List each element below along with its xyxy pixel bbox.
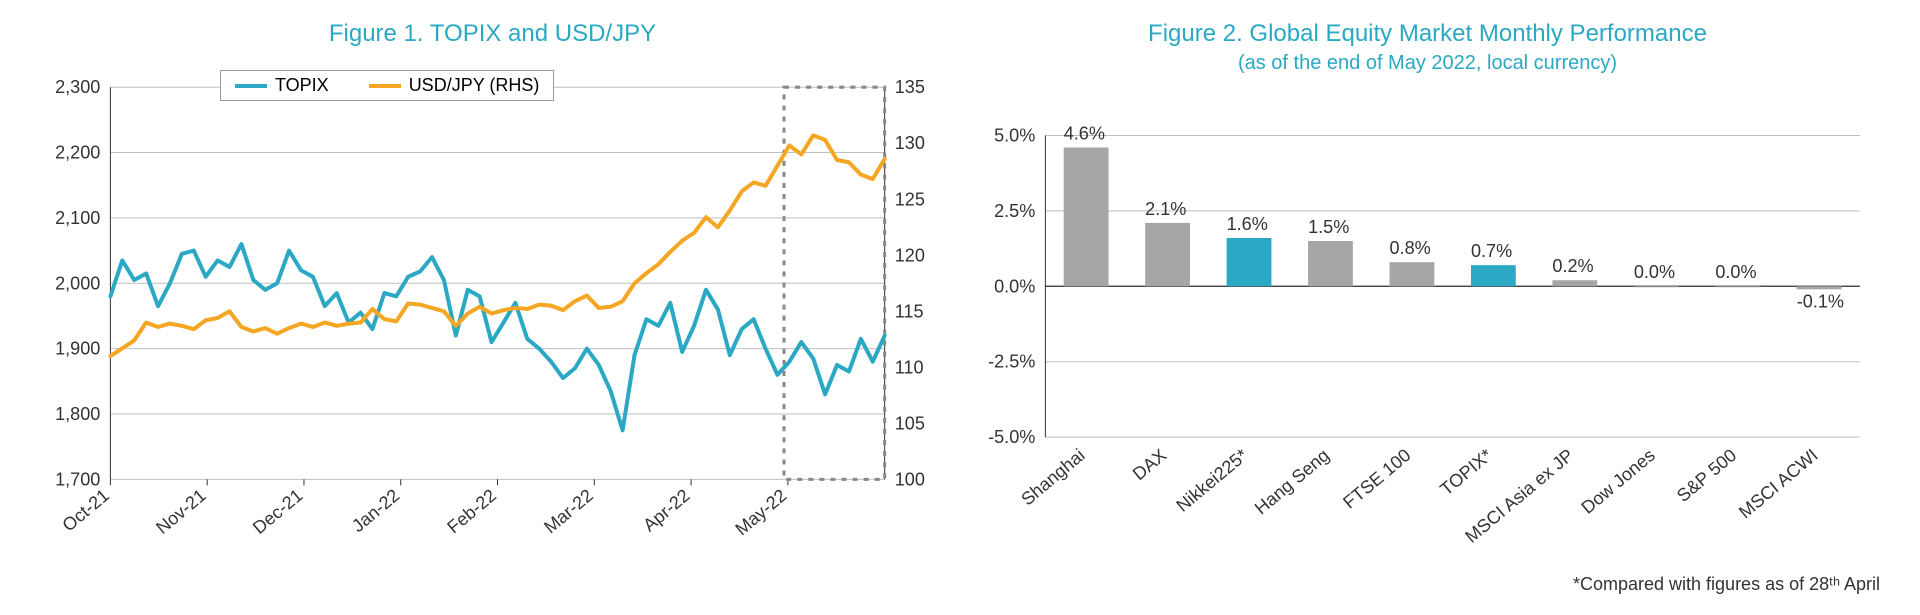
svg-text:Jan-22: Jan-22 xyxy=(348,485,403,536)
svg-text:S&P 500: S&P 500 xyxy=(1673,445,1740,506)
svg-text:0.2%: 0.2% xyxy=(1552,256,1593,276)
svg-text:5.0%: 5.0% xyxy=(994,125,1035,145)
svg-text:2.1%: 2.1% xyxy=(1145,199,1186,219)
svg-text:100: 100 xyxy=(895,469,925,489)
svg-text:Dec-21: Dec-21 xyxy=(249,485,307,538)
svg-text:120: 120 xyxy=(895,245,925,265)
svg-text:1,900: 1,900 xyxy=(55,339,100,359)
figure-1-chart: TOPIX USD/JPY (RHS) 1,700 1,800 1,900 2,000 2… xyxy=(40,52,945,595)
figure-2-panel: Figure 2. Global Equity Market Monthly P… xyxy=(975,20,1880,595)
legend-swatch xyxy=(235,84,267,88)
figure-2-footnote: *Compared with figures as of 28ᵗʰ April xyxy=(975,574,1880,595)
svg-text:FTSE 100: FTSE 100 xyxy=(1339,445,1414,513)
legend-item: USD/JPY (RHS) xyxy=(369,75,540,96)
svg-text:TOPIX*: TOPIX* xyxy=(1436,445,1496,500)
svg-text:4.6%: 4.6% xyxy=(1064,123,1105,143)
figure-2-svg: -5.0% -2.5% 0.0% 2.5% 5.0% 4.6% Shanghai 2.1% DA… xyxy=(975,85,1880,568)
svg-text:1,800: 1,800 xyxy=(55,404,100,424)
svg-text:2,100: 2,100 xyxy=(55,208,100,228)
svg-text:-5.0%: -5.0% xyxy=(988,427,1035,447)
svg-text:1.5%: 1.5% xyxy=(1308,217,1349,237)
figure-2-chart: -5.0% -2.5% 0.0% 2.5% 5.0% 4.6% Shanghai 2.1% DA… xyxy=(975,85,1880,568)
svg-text:2.5%: 2.5% xyxy=(994,201,1035,221)
legend-swatch xyxy=(369,84,401,88)
svg-text:1,700: 1,700 xyxy=(55,469,100,489)
svg-text:125: 125 xyxy=(895,189,925,209)
svg-text:Shanghai: Shanghai xyxy=(1017,445,1088,509)
figure-1-legend: TOPIX USD/JPY (RHS) xyxy=(220,70,554,101)
svg-text:0.0%: 0.0% xyxy=(994,276,1035,296)
svg-text:Nikkei225*: Nikkei225* xyxy=(1173,445,1252,516)
svg-text:Feb-22: Feb-22 xyxy=(443,485,500,537)
svg-text:135: 135 xyxy=(895,77,925,97)
svg-text:Dow Jones: Dow Jones xyxy=(1577,445,1658,518)
svg-text:-0.1%: -0.1% xyxy=(1797,291,1844,311)
svg-text:110: 110 xyxy=(895,357,924,377)
svg-text:Oct-21: Oct-21 xyxy=(59,485,113,535)
svg-text:0.0%: 0.0% xyxy=(1634,262,1675,282)
svg-text:2,000: 2,000 xyxy=(55,273,100,293)
svg-text:105: 105 xyxy=(895,413,925,433)
svg-text:0.8%: 0.8% xyxy=(1390,238,1431,258)
svg-text:130: 130 xyxy=(895,133,925,153)
svg-text:Nov-21: Nov-21 xyxy=(152,485,210,538)
svg-text:Apr-22: Apr-22 xyxy=(639,485,693,535)
legend-label: USD/JPY (RHS) xyxy=(409,75,540,96)
legend-item: TOPIX xyxy=(235,75,329,96)
svg-text:0.7%: 0.7% xyxy=(1471,241,1512,261)
figure-1-title: Figure 1. TOPIX and USD/JPY xyxy=(40,20,945,48)
svg-text:May-22: May-22 xyxy=(731,485,790,539)
svg-text:115: 115 xyxy=(895,301,924,321)
svg-text:2,200: 2,200 xyxy=(55,143,100,163)
figure-1-svg: 1,700 1,800 1,900 2,000 2,100 2,200 2,300 100 10… xyxy=(40,52,945,595)
svg-text:1.6%: 1.6% xyxy=(1227,214,1268,234)
figure-2-title: Figure 2. Global Equity Market Monthly P… xyxy=(975,20,1880,48)
figure-1-panel: Figure 1. TOPIX and USD/JPY TOPIX USD/JPY… xyxy=(40,20,945,595)
svg-text:2,300: 2,300 xyxy=(55,77,100,97)
figure-2-subtitle: (as of the end of May 2022, local curren… xyxy=(975,52,1880,75)
svg-text:-2.5%: -2.5% xyxy=(988,352,1035,372)
svg-text:0.0%: 0.0% xyxy=(1715,262,1756,282)
svg-text:Mar-22: Mar-22 xyxy=(540,485,597,537)
legend-label: TOPIX xyxy=(275,75,329,96)
svg-text:Hang Seng: Hang Seng xyxy=(1251,445,1333,518)
svg-text:DAX: DAX xyxy=(1129,445,1170,484)
svg-text:MSCI ACWI: MSCI ACWI xyxy=(1735,445,1822,522)
